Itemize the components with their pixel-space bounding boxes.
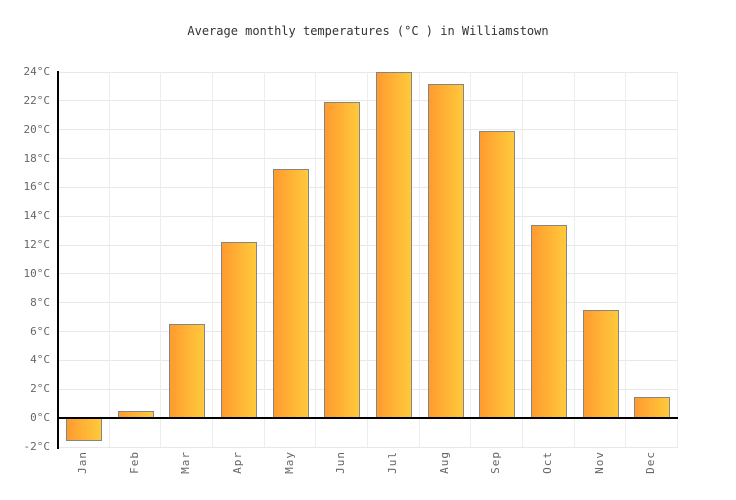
column-gridline-4 bbox=[264, 72, 265, 447]
x-axis-label-sep: Sep bbox=[489, 451, 503, 474]
column-gridline-1 bbox=[109, 72, 110, 447]
column-gridline-8 bbox=[470, 72, 471, 447]
plot-area: 24°C 22°C 20°C 18°C 16°C 14°C 12°C 10°C 8°C 6°C 4°… bbox=[24, 65, 678, 474]
bar-jul[interactable] bbox=[375, 72, 412, 418]
y-axis-label--2: -2°C bbox=[23, 440, 51, 453]
y-axis-label-20: 20°C bbox=[23, 122, 51, 136]
x-axis-label-may: May bbox=[282, 451, 296, 474]
y-axis-label-8: 8°C bbox=[30, 295, 50, 309]
bar-jun[interactable] bbox=[324, 102, 361, 419]
y-gridline-20 bbox=[58, 129, 678, 131]
column-gridline-7 bbox=[419, 72, 420, 447]
bar-jan[interactable] bbox=[65, 418, 102, 442]
bar-dec[interactable] bbox=[634, 396, 671, 419]
x-axis-label-dec: Dec bbox=[644, 451, 658, 474]
y-axis-label-24: 24°C bbox=[23, 65, 51, 78]
y-gridline-14 bbox=[58, 215, 678, 217]
zero-axis-line bbox=[58, 417, 678, 420]
x-axis-label-apr: Apr bbox=[230, 451, 244, 474]
x-axis-label-jan: Jan bbox=[75, 451, 89, 474]
y-axis-label-4: 4°C bbox=[30, 353, 50, 367]
y-axis-label-18: 18°C bbox=[23, 151, 51, 165]
y-gridline-2 bbox=[58, 388, 678, 390]
bar-nov[interactable] bbox=[582, 309, 619, 418]
y-axis-label-16: 16°C bbox=[23, 180, 51, 194]
column-gridline-10 bbox=[574, 72, 575, 447]
y-axis-label-14: 14°C bbox=[23, 209, 51, 223]
y-axis-label-10: 10°C bbox=[23, 266, 51, 280]
y-gridline-8 bbox=[58, 302, 678, 304]
x-axis-label-oct: Oct bbox=[540, 451, 554, 474]
column-gridline-11 bbox=[625, 72, 626, 447]
y-axis-label-2: 2°C bbox=[30, 382, 50, 396]
y-gridline-6 bbox=[58, 331, 678, 333]
y-gridline-4 bbox=[58, 359, 678, 361]
column-gridline-5 bbox=[315, 72, 316, 447]
bar-may[interactable] bbox=[272, 168, 309, 419]
bar-oct[interactable] bbox=[530, 224, 567, 418]
y-gridline--2 bbox=[58, 446, 678, 448]
column-gridline-3 bbox=[212, 72, 213, 447]
y-axis-line bbox=[57, 71, 59, 449]
y-axis-label-22: 22°C bbox=[23, 93, 51, 107]
bar-sep[interactable] bbox=[479, 131, 516, 419]
y-gridline-22 bbox=[58, 100, 678, 102]
x-axis-label-feb: Feb bbox=[127, 451, 141, 474]
y-gridline-12 bbox=[58, 244, 678, 246]
plot-right-border bbox=[677, 72, 678, 447]
y-axis-label-0: 0°C bbox=[30, 411, 50, 425]
y-gridline-24 bbox=[58, 71, 678, 73]
y-gridline-18 bbox=[58, 158, 678, 160]
x-axis-label-aug: Aug bbox=[437, 451, 451, 474]
column-gridline-2 bbox=[160, 72, 161, 447]
x-axis-label-mar: Mar bbox=[179, 451, 193, 474]
chart-title: Average monthly temperatures (°C ) in Wi… bbox=[187, 24, 549, 38]
x-axis-label-jul: Jul bbox=[385, 451, 399, 474]
y-axis-label-12: 12°C bbox=[23, 238, 51, 252]
bar-mar[interactable] bbox=[169, 324, 206, 419]
bar-aug[interactable] bbox=[427, 83, 464, 419]
bar-apr[interactable] bbox=[220, 242, 257, 419]
column-gridline-6 bbox=[367, 72, 368, 447]
y-gridline-16 bbox=[58, 186, 678, 188]
y-gridline-10 bbox=[58, 273, 678, 275]
column-gridline-9 bbox=[522, 72, 523, 447]
x-axis-label-jun: Jun bbox=[334, 451, 348, 474]
x-axis-label-nov: Nov bbox=[592, 451, 606, 474]
y-axis-label-6: 6°C bbox=[30, 324, 50, 338]
